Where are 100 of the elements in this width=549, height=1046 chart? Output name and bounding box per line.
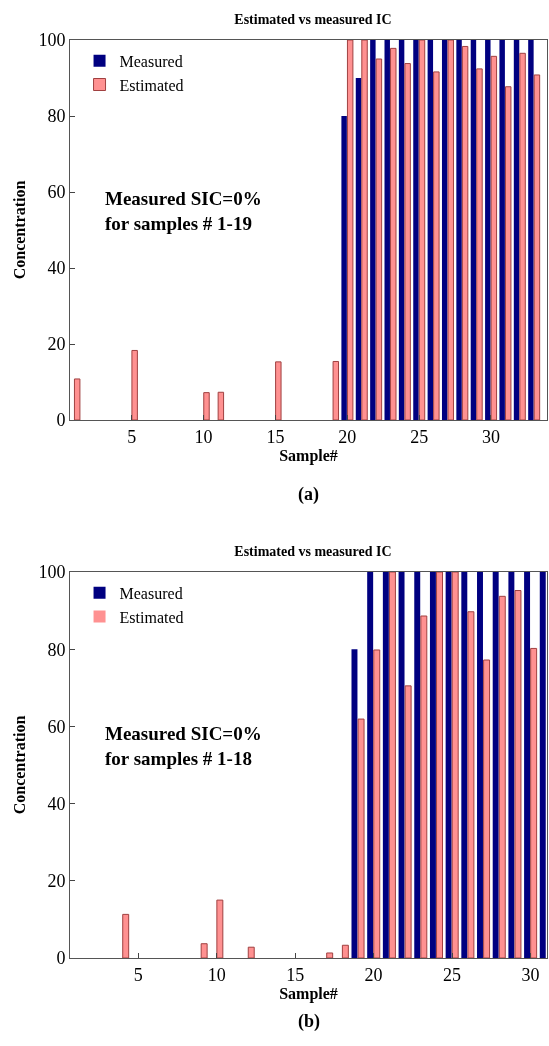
y-axis-title: Concentration [11,715,29,815]
legend-label: Measured [119,52,183,70]
y-axis-title: Concentration [11,180,29,280]
bar [346,40,354,420]
bar [341,944,349,958]
bar [373,649,381,958]
bar [528,40,534,420]
bar [514,590,522,958]
annotation: Measured SIC=0% for samples # 1-19 [105,188,262,234]
y-tick-label: 0 [56,948,66,969]
bar [451,572,459,958]
bar [456,40,462,420]
bar [384,40,390,420]
bar [404,63,411,420]
text: (a) [298,484,319,505]
bar [418,40,426,420]
bar [508,572,515,958]
bar [388,572,396,958]
x-tick-label: 10 [207,964,226,985]
bar [217,391,225,420]
bar [404,685,412,958]
bar [357,718,365,958]
bar [341,116,347,420]
bar [216,899,224,958]
bar [477,572,483,958]
y-tick-label: 60 [47,182,66,203]
bar [429,572,436,958]
bar [524,572,531,958]
x-tick-label: 30 [521,964,540,985]
y-tick-label: 40 [47,258,66,279]
bar [332,360,340,420]
bar [461,572,468,958]
bar [470,40,477,420]
bar [498,595,506,958]
bar [414,572,421,958]
bar [131,349,138,420]
bar [427,40,434,420]
bar [203,392,210,420]
legend-label: Estimated [119,76,184,94]
bar [382,572,389,958]
y-tick-label: 20 [47,871,66,892]
bar [519,52,526,420]
bar [200,943,208,958]
bar [461,45,469,420]
bar [447,40,454,420]
bar [275,361,282,420]
chart-title: Estimated vs measured IC [234,11,392,27]
x-tick-label: 25 [443,964,462,985]
bar [476,68,483,420]
bar [355,78,362,420]
bar [351,649,358,958]
x-tick-label: 5 [127,426,137,447]
bar [441,40,448,420]
text: (b) [298,1011,320,1032]
bar [436,572,443,958]
chart-title: Estimated vs measured IC [234,543,392,559]
bar [367,572,374,958]
bar [445,572,452,958]
x-tick-label: 20 [338,426,357,447]
x-tick-label: 10 [194,426,213,447]
bar [390,47,397,420]
bar [530,647,538,958]
bar [485,40,491,420]
bar [433,71,440,420]
y-tick-label: 100 [38,562,66,583]
y-tick-label: 20 [47,334,66,355]
bar [247,946,255,958]
x-tick-label: 5 [133,964,143,985]
y-tick-label: 80 [47,639,66,660]
y-tick-label: 100 [38,30,66,51]
bar [513,40,520,420]
bar [73,378,81,420]
bar [504,86,512,420]
bar [361,40,368,420]
x-tick-label: 20 [364,964,383,985]
bar [492,572,499,958]
x-tick-label: 30 [481,426,500,447]
y-tick-label: 0 [56,410,66,431]
x-tick-label: 15 [286,964,305,985]
bar [490,55,498,420]
x-tick-label: 25 [410,426,429,447]
bar [533,74,541,420]
y-tick-label: 40 [47,793,66,814]
bar [122,913,130,958]
bar [467,611,475,958]
y-tick-label: 80 [47,106,66,127]
bar [326,952,334,958]
x-axis-title: Sample# [279,446,338,465]
legend-label: Measured [119,585,183,602]
bar [420,615,428,958]
annotation: Measured SIC=0% for samples # 1-18 [105,723,262,769]
legend-label: Estimated [119,608,184,626]
bar [539,572,546,958]
x-axis-title: Sample# [279,984,338,1003]
bar [499,40,505,420]
y-tick-label: 60 [47,716,66,737]
bar [375,58,383,420]
bar [398,40,405,420]
x-tick-label: 15 [266,426,285,447]
bar [413,40,419,420]
